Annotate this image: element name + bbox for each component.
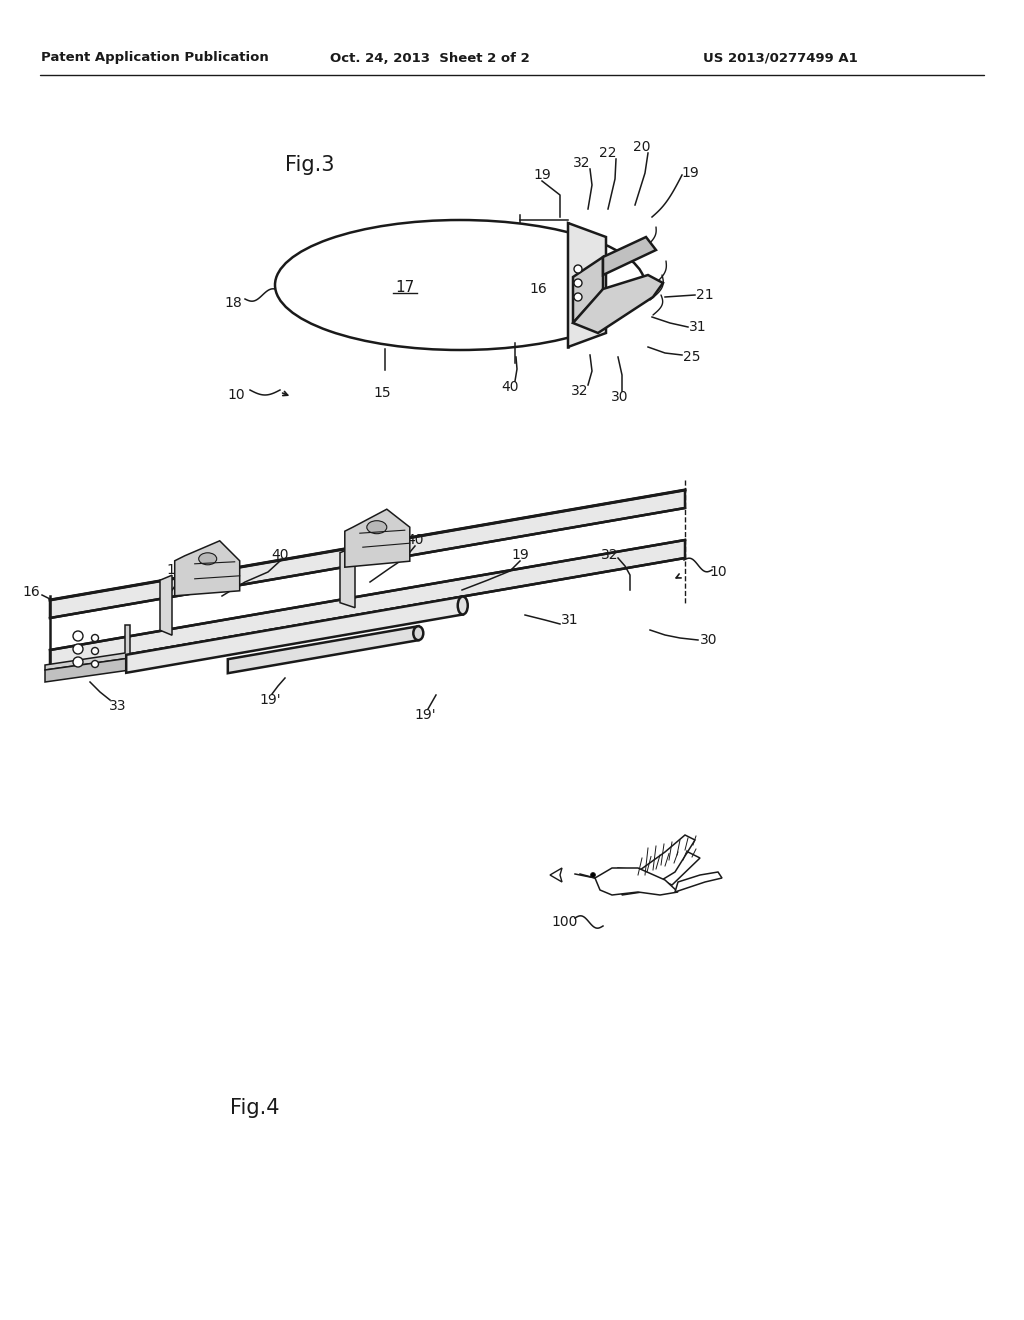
Text: 32: 32 bbox=[573, 156, 591, 170]
Text: 40: 40 bbox=[110, 653, 127, 667]
Text: 40: 40 bbox=[407, 533, 424, 546]
Text: 40: 40 bbox=[271, 548, 289, 562]
Text: 10: 10 bbox=[710, 565, 727, 579]
Polygon shape bbox=[603, 238, 656, 275]
Polygon shape bbox=[595, 869, 678, 895]
Polygon shape bbox=[568, 223, 606, 347]
Text: 100: 100 bbox=[552, 915, 579, 929]
Circle shape bbox=[91, 635, 98, 642]
Text: 25: 25 bbox=[683, 350, 700, 364]
Text: 19': 19' bbox=[414, 708, 436, 722]
Ellipse shape bbox=[458, 597, 468, 615]
Polygon shape bbox=[340, 546, 355, 607]
Text: 30: 30 bbox=[700, 634, 718, 647]
Text: 18: 18 bbox=[224, 296, 242, 310]
Polygon shape bbox=[550, 869, 562, 882]
Polygon shape bbox=[227, 626, 418, 673]
Circle shape bbox=[574, 265, 582, 273]
Polygon shape bbox=[50, 490, 685, 618]
Text: 10: 10 bbox=[227, 388, 245, 403]
Polygon shape bbox=[45, 624, 130, 671]
Text: 22: 22 bbox=[599, 147, 616, 160]
Text: Fig.4: Fig.4 bbox=[230, 1098, 280, 1118]
Circle shape bbox=[91, 660, 98, 668]
Circle shape bbox=[574, 293, 582, 301]
Circle shape bbox=[574, 279, 582, 286]
Polygon shape bbox=[675, 873, 722, 892]
Polygon shape bbox=[618, 851, 700, 884]
Circle shape bbox=[73, 644, 83, 653]
Polygon shape bbox=[622, 836, 695, 895]
Polygon shape bbox=[175, 541, 240, 595]
Text: Patent Application Publication: Patent Application Publication bbox=[41, 51, 269, 65]
Circle shape bbox=[73, 631, 83, 642]
Text: 21: 21 bbox=[696, 288, 714, 302]
Text: 32: 32 bbox=[571, 384, 589, 399]
Text: 16: 16 bbox=[23, 585, 40, 599]
Polygon shape bbox=[50, 540, 685, 668]
Text: Fig.3: Fig.3 bbox=[286, 154, 335, 176]
Circle shape bbox=[73, 657, 83, 667]
Text: 16: 16 bbox=[529, 282, 547, 296]
Polygon shape bbox=[573, 275, 663, 333]
Text: 19': 19' bbox=[259, 693, 281, 708]
Text: 31: 31 bbox=[689, 319, 707, 334]
Text: 31: 31 bbox=[561, 612, 579, 627]
Ellipse shape bbox=[414, 626, 423, 640]
Ellipse shape bbox=[367, 520, 387, 533]
Text: 17: 17 bbox=[395, 281, 415, 296]
Circle shape bbox=[91, 648, 98, 655]
Ellipse shape bbox=[199, 553, 217, 565]
Text: 40: 40 bbox=[502, 380, 519, 393]
Text: US 2013/0277499 A1: US 2013/0277499 A1 bbox=[702, 51, 857, 65]
Polygon shape bbox=[345, 510, 410, 568]
Text: Oct. 24, 2013  Sheet 2 of 2: Oct. 24, 2013 Sheet 2 of 2 bbox=[330, 51, 529, 65]
Text: 32: 32 bbox=[601, 548, 618, 562]
Text: 19: 19 bbox=[534, 168, 551, 182]
Polygon shape bbox=[573, 257, 603, 323]
Polygon shape bbox=[160, 576, 172, 635]
Text: 19: 19 bbox=[681, 166, 698, 180]
Circle shape bbox=[591, 873, 596, 878]
Text: 19: 19 bbox=[166, 564, 184, 577]
Polygon shape bbox=[126, 597, 463, 673]
Text: 15: 15 bbox=[373, 385, 391, 400]
Text: 30: 30 bbox=[611, 389, 629, 404]
Text: 33: 33 bbox=[110, 700, 127, 713]
Text: 20: 20 bbox=[633, 140, 650, 154]
Text: 19: 19 bbox=[511, 548, 528, 562]
Polygon shape bbox=[45, 657, 130, 682]
Ellipse shape bbox=[275, 220, 645, 350]
